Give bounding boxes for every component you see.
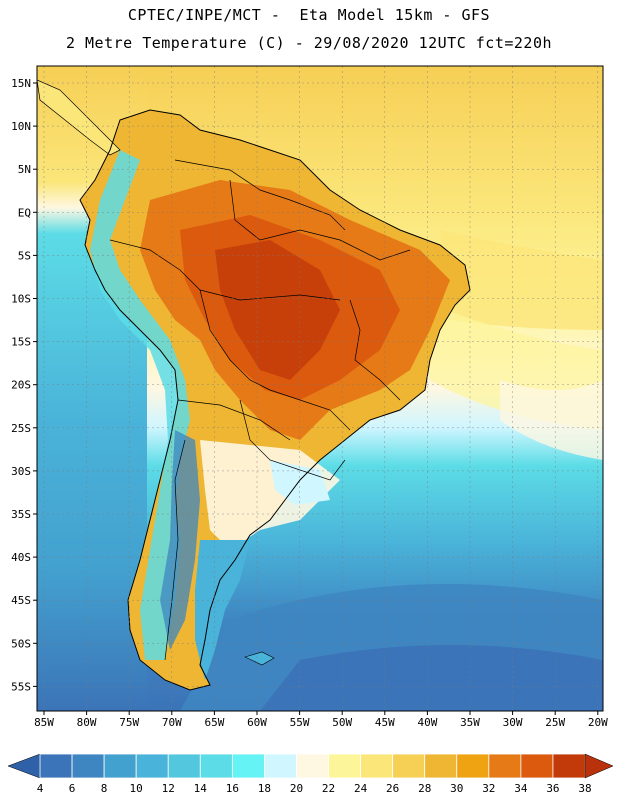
colorbar-label: 36 xyxy=(546,782,559,795)
colorbar-swatch xyxy=(392,753,426,779)
lon-label: 20W xyxy=(588,716,608,729)
colorbar-label: 34 xyxy=(514,782,528,795)
colorbar-swatch xyxy=(488,753,522,779)
colorbar-label: 12 xyxy=(162,782,175,795)
colorbar-label: 32 xyxy=(482,782,495,795)
colorbar-swatch xyxy=(71,753,105,779)
lat-label: 15S xyxy=(11,336,31,349)
lat-label: 10S xyxy=(11,293,31,306)
map-field xyxy=(37,66,603,711)
colorbar-label: 20 xyxy=(290,782,303,795)
colorbar-label: 8 xyxy=(101,782,108,795)
lat-label: 45S xyxy=(11,594,31,607)
latitude-labels: 15N 10N 5N EQ 5S 10S 15S 20S 25S 30S 35S 40S 45S 50S 5… xyxy=(11,77,37,693)
lon-label: 65W xyxy=(204,716,224,729)
colorbar-swatch xyxy=(231,753,265,779)
colorbar-label: 6 xyxy=(69,782,76,795)
chart-title-line2: 2 Metre Temperature (C) - 29/08/2020 12U… xyxy=(65,34,553,52)
colorbar-label: 26 xyxy=(386,782,399,795)
lon-label: 40W xyxy=(417,716,437,729)
colorbar-label: 14 xyxy=(194,782,208,795)
colorbar-swatch xyxy=(135,753,169,779)
longitude-labels: 85W 80W 75W 70W 65W 60W 55W 50W 45W 40W 35W 30W 25W 2… xyxy=(34,711,608,729)
colorbar-swatch xyxy=(456,753,490,779)
lon-label: 70W xyxy=(162,716,182,729)
coastline xyxy=(79,109,471,691)
colorbar-label: 24 xyxy=(354,782,368,795)
colorbar-swatch xyxy=(552,753,586,779)
lat-label: 25S xyxy=(11,422,31,435)
colorbar-swatch xyxy=(424,753,458,779)
colorbar-swatch xyxy=(360,753,394,779)
lat-label: 30S xyxy=(11,465,31,478)
lat-label: 20S xyxy=(11,379,31,392)
colorbar-label: 30 xyxy=(450,782,463,795)
lat-label: EQ xyxy=(18,206,31,219)
lat-label: 5S xyxy=(18,249,31,262)
colorbar-high-arrow xyxy=(584,753,614,779)
lon-label: 50W xyxy=(332,716,352,729)
colorbar-low-arrow xyxy=(7,753,41,779)
lat-label: 10N xyxy=(11,120,31,133)
colorbar-swatch xyxy=(39,753,73,779)
lon-label: 85W xyxy=(34,716,54,729)
colorbar-swatch xyxy=(296,753,329,779)
chart-title-line1: CPTEC/INPE/MCT - Eta Model 15km - GFS xyxy=(127,6,491,24)
colorbar-label: 18 xyxy=(258,782,271,795)
lat-label: 15N xyxy=(11,77,31,90)
lon-label: 80W xyxy=(77,716,97,729)
map-frame xyxy=(36,65,604,712)
colorbar-swatch xyxy=(103,753,137,779)
colorbar-label: 10 xyxy=(130,782,143,795)
lon-label: 30W xyxy=(503,716,523,729)
country-borders xyxy=(109,159,411,661)
lat-label: 50S xyxy=(11,637,31,650)
colorbar: 4 6 8 10 12 14 16 18 20 22 24 26 28 30 32 34 36 38 xyxy=(7,753,614,795)
colorbar-label: 16 xyxy=(226,782,239,795)
colorbar-swatch xyxy=(328,753,361,779)
lon-label: 75W xyxy=(119,716,139,729)
lon-label: 25W xyxy=(545,716,565,729)
colorbar-swatch xyxy=(520,753,554,779)
lat-label: 55S xyxy=(11,680,31,693)
lat-label: 40S xyxy=(11,551,31,564)
lon-label: 55W xyxy=(290,716,310,729)
colorbar-label: 28 xyxy=(418,782,431,795)
lon-label: 45W xyxy=(375,716,395,729)
colorbar-label: 4 xyxy=(37,782,44,795)
colorbar-swatch xyxy=(167,753,201,779)
colorbar-swatch xyxy=(264,753,297,779)
lon-label: 60W xyxy=(247,716,267,729)
colorbar-label: 22 xyxy=(322,782,335,795)
lat-label: 35S xyxy=(11,508,31,521)
lat-label: 5N xyxy=(18,163,31,176)
colorbar-label: 38 xyxy=(578,782,591,795)
colorbar-swatch xyxy=(199,753,233,779)
lon-label: 35W xyxy=(460,716,480,729)
